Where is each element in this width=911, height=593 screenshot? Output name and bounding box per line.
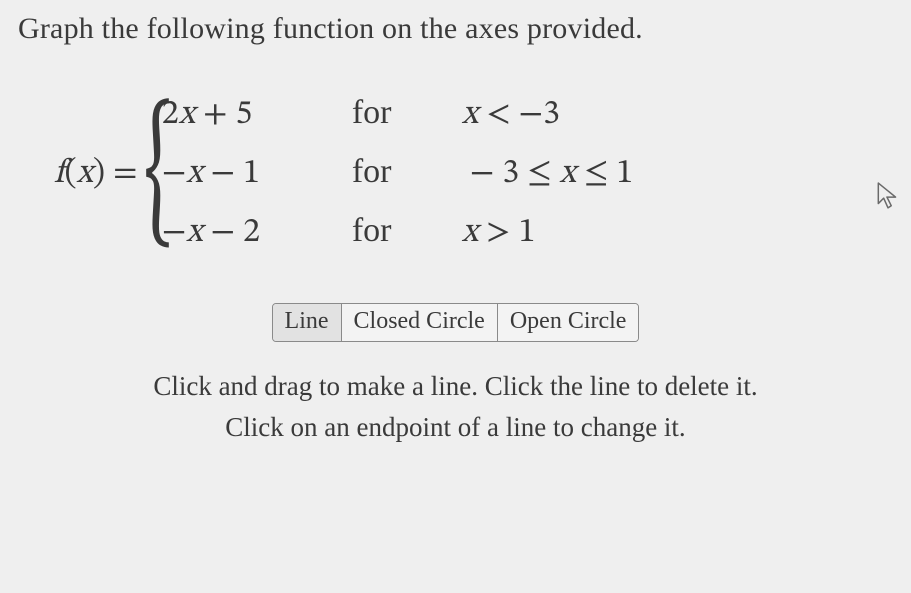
instruction-line: Click and drag to make a line. Click the… bbox=[18, 366, 893, 407]
case-expression: −x − 1 bbox=[162, 153, 352, 196]
case-row: −x − 2 for x > 1 bbox=[162, 212, 633, 255]
case-row: −x − 1 for − 3 ≤ x ≤ 1 bbox=[162, 153, 633, 196]
case-for: for bbox=[352, 94, 462, 132]
tool-line[interactable]: Line bbox=[273, 304, 341, 341]
case-domain: − 3 ≤ x ≤ 1 bbox=[462, 153, 633, 196]
function-lhs: f(x) = bbox=[54, 153, 144, 196]
instructions: Click and drag to make a line. Click the… bbox=[18, 366, 893, 447]
instruction-line: Click on an endpoint of a line to change… bbox=[18, 407, 893, 448]
drawing-toolbar: Line Closed Circle Open Circle bbox=[272, 303, 640, 342]
case-row: 2x + 5 for x < −3 bbox=[162, 94, 633, 137]
tool-open-circle[interactable]: Open Circle bbox=[497, 304, 639, 341]
case-expression: −x − 2 bbox=[162, 212, 352, 255]
case-for: for bbox=[352, 153, 462, 191]
case-for: for bbox=[352, 212, 462, 250]
left-brace: { bbox=[144, 111, 173, 239]
piecewise-function: f(x) = { 2x + 5 for x < −3 −x − 1 for − … bbox=[54, 94, 893, 255]
question-prompt: Graph the following function on the axes… bbox=[18, 12, 893, 46]
case-domain: x < −3 bbox=[462, 94, 560, 137]
tool-closed-circle[interactable]: Closed Circle bbox=[341, 304, 497, 341]
case-domain: x > 1 bbox=[462, 212, 536, 255]
case-expression: 2x + 5 bbox=[162, 94, 352, 137]
function-cases: 2x + 5 for x < −3 −x − 1 for − 3 ≤ x ≤ 1… bbox=[162, 94, 633, 255]
